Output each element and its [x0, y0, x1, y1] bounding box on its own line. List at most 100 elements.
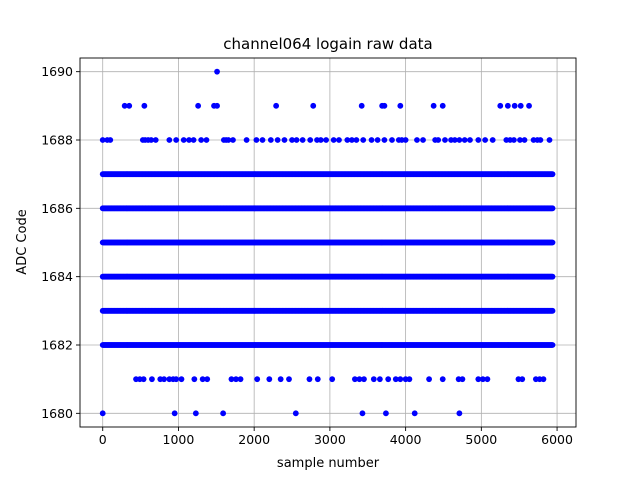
data-point	[274, 137, 281, 143]
data-points	[99, 68, 556, 417]
data-point	[475, 137, 482, 143]
data-point	[140, 376, 147, 383]
data-point	[171, 410, 178, 417]
data-point	[511, 102, 518, 109]
data-point	[307, 137, 314, 143]
data-point	[456, 410, 463, 417]
data-point	[370, 376, 377, 383]
data-point	[228, 376, 235, 383]
data-point	[273, 102, 280, 109]
data-point	[392, 376, 399, 383]
data-point	[259, 137, 266, 143]
data-point	[99, 137, 106, 143]
data-point	[199, 376, 206, 383]
data-point	[353, 137, 360, 143]
data-point	[385, 376, 392, 383]
data-point	[152, 137, 159, 143]
data-point	[442, 137, 448, 143]
data-point	[479, 376, 486, 383]
data-point	[546, 137, 553, 143]
data-point	[330, 137, 337, 143]
data-point	[456, 137, 463, 143]
data-point	[374, 137, 381, 143]
data-point	[368, 137, 375, 143]
data-point	[461, 137, 468, 143]
data-point	[467, 137, 473, 143]
data-point	[504, 102, 511, 109]
data-point	[281, 137, 288, 143]
data-point	[402, 137, 409, 143]
data-point	[549, 171, 556, 178]
data-point	[214, 102, 220, 109]
data-point	[435, 137, 442, 143]
data-point	[149, 376, 155, 383]
data-point	[178, 376, 185, 383]
y-axis-ticks: 1680 1682 1684 1686 1688 1690	[41, 64, 80, 421]
data-point	[306, 376, 313, 383]
data-point	[192, 410, 199, 417]
data-point	[359, 410, 366, 417]
data-point	[420, 137, 426, 143]
data-point	[482, 137, 489, 143]
data-point	[310, 102, 317, 109]
data-point	[511, 137, 517, 143]
data-point	[329, 376, 336, 383]
data-point	[521, 137, 528, 143]
data-point	[549, 205, 556, 212]
data-point	[459, 376, 466, 383]
x-tick-label: 4000	[390, 432, 422, 447]
data-point	[180, 137, 187, 143]
data-point	[186, 137, 192, 143]
data-point	[204, 376, 211, 383]
data-point	[233, 376, 239, 383]
data-point	[497, 102, 504, 109]
data-point	[292, 410, 299, 417]
data-point	[286, 376, 292, 383]
data-point	[430, 102, 437, 109]
x-axis-ticks: 0 1000 2000 3000 4000 5000 6000	[99, 427, 573, 447]
y-tick-label: 1682	[41, 338, 73, 353]
data-point	[148, 137, 155, 143]
data-point	[314, 376, 321, 383]
data-point	[540, 376, 547, 383]
data-point	[549, 307, 556, 314]
data-point	[289, 137, 295, 143]
data-point	[173, 137, 180, 143]
data-point	[198, 137, 205, 143]
data-point	[203, 137, 210, 143]
data-point	[230, 137, 236, 143]
data-point	[397, 102, 404, 109]
data-point	[166, 137, 173, 143]
data-point	[360, 137, 367, 143]
data-point	[254, 376, 261, 383]
data-point	[406, 376, 413, 383]
data-point	[489, 137, 496, 143]
data-point	[519, 376, 526, 383]
data-point	[107, 137, 114, 143]
data-point	[381, 102, 388, 109]
data-point	[99, 410, 106, 417]
x-tick-label: 1000	[163, 432, 195, 447]
data-point	[517, 137, 523, 143]
data-point	[191, 376, 198, 383]
data-point	[121, 102, 128, 109]
data-point	[411, 410, 418, 417]
x-axis-label: sample number	[277, 456, 380, 471]
data-point	[389, 137, 395, 143]
plot-frame	[79, 57, 577, 428]
chart-title: channel064 logain raw data	[223, 35, 432, 53]
data-point	[439, 102, 446, 109]
x-tick-label: 2000	[238, 432, 270, 447]
data-point	[267, 137, 274, 143]
data-point	[361, 376, 367, 383]
y-tick-label: 1684	[41, 269, 73, 284]
data-point	[317, 137, 324, 143]
data-point	[323, 137, 330, 143]
data-point	[381, 137, 388, 143]
data-point	[344, 137, 351, 143]
data-point	[266, 376, 273, 383]
data-point	[549, 239, 556, 246]
x-tick-label: 3000	[314, 432, 346, 447]
data-point	[173, 376, 180, 383]
